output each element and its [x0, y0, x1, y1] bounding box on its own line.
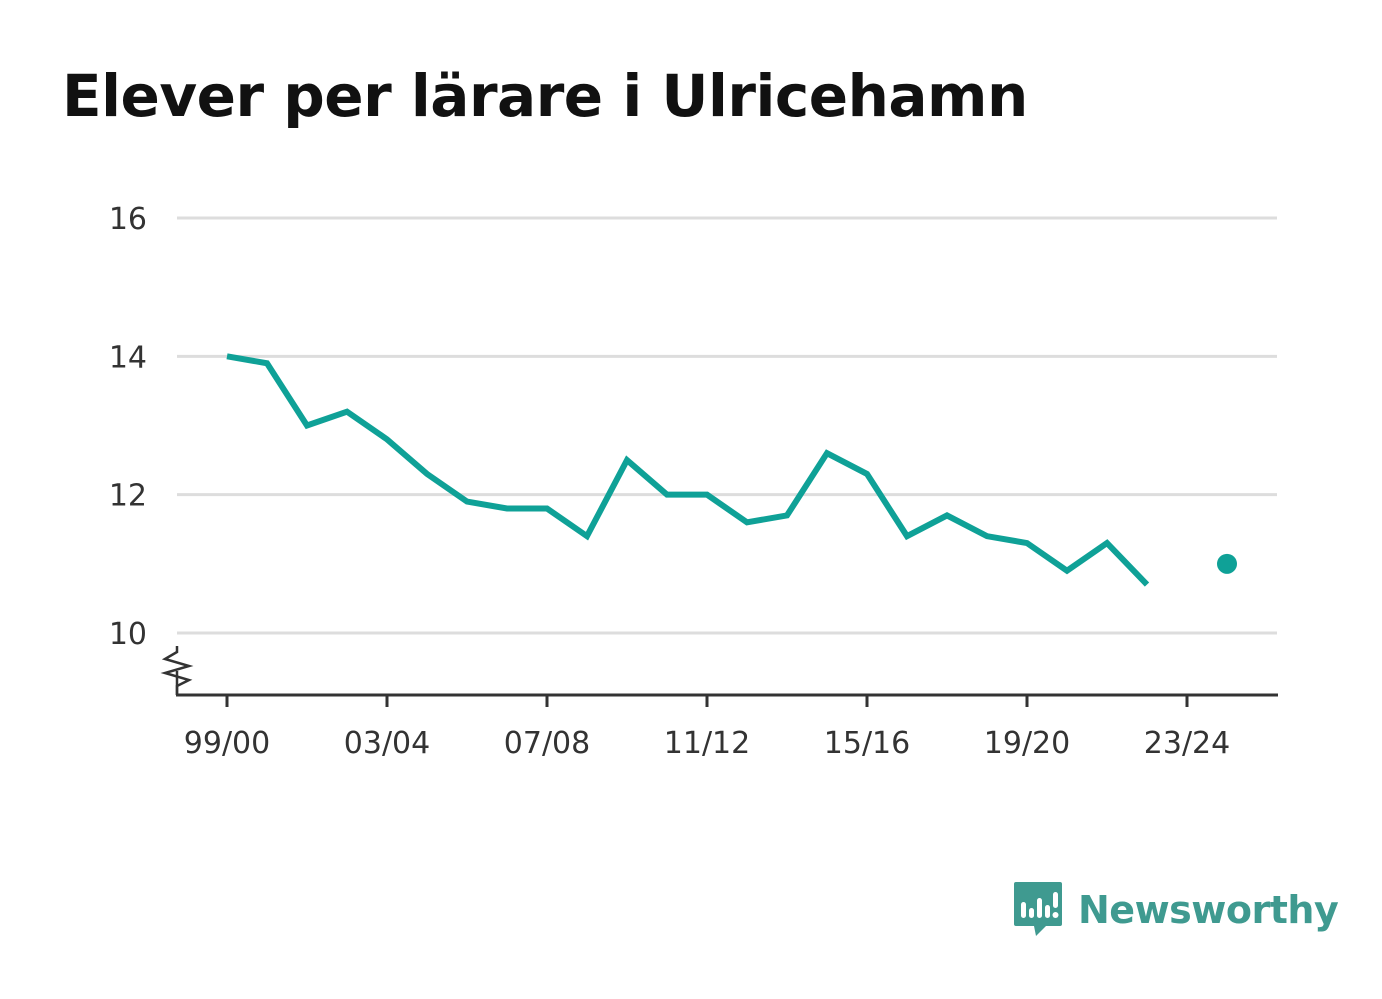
brand-name: Newsworthy	[1078, 888, 1339, 932]
x-tick-label: 23/24	[1144, 726, 1230, 761]
y-tick-label: 16	[109, 202, 147, 237]
y-axis-labels: 10 12 14 16	[109, 202, 147, 652]
series-line	[226, 353, 1150, 587]
chart-title: Elever per lärare i Ulricehamn	[62, 62, 1028, 130]
x-tick-label: 07/08	[504, 726, 590, 761]
x-tick-label: 03/04	[344, 726, 430, 761]
x-axis-ticks	[225, 695, 1189, 707]
series-group	[226, 353, 1237, 587]
x-axis-labels: 99/00 03/04 07/08 11/12 15/16 19/20 23/24	[184, 726, 1230, 761]
axes	[160, 646, 1278, 697]
grid-lines	[177, 216, 1277, 635]
brand: Newsworthy	[1012, 880, 1339, 940]
x-tick-label: 11/12	[664, 726, 750, 761]
data-point	[1217, 553, 1237, 574]
newsworthy-logo-icon	[1014, 882, 1062, 936]
axis-break-icon	[160, 646, 194, 695]
x-tick-label: 19/20	[984, 726, 1070, 761]
x-tick-label: 15/16	[824, 726, 910, 761]
y-tick-label: 10	[109, 617, 147, 652]
y-tick-label: 14	[109, 340, 147, 375]
x-tick-label: 99/00	[184, 726, 270, 761]
y-tick-label: 12	[109, 479, 147, 514]
